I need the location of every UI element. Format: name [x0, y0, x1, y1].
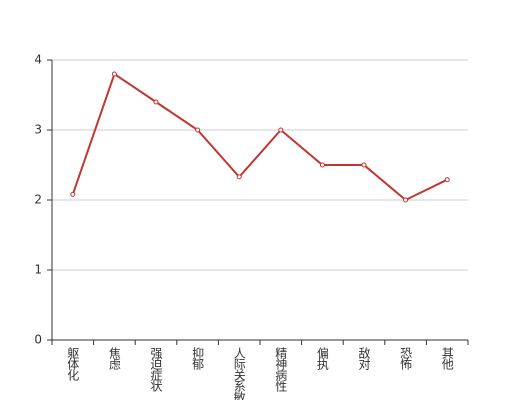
y-tick-label: 3: [34, 123, 42, 137]
x-tick-label: 人际关系敏感: [232, 347, 246, 400]
x-tick-label: 强迫症状: [149, 347, 163, 392]
point: [319, 162, 325, 168]
x-tick-label: 敌对: [357, 346, 371, 370]
point: [403, 197, 409, 203]
x-tick-label: 焦虑: [107, 347, 121, 370]
point: [111, 71, 117, 77]
x-tick-label: 躯体化: [66, 346, 80, 382]
y-tick-label: 4: [34, 53, 42, 67]
x-tick-label: 其他: [440, 347, 454, 370]
point: [278, 127, 284, 133]
y-tick-label: 0: [34, 333, 42, 347]
x-tick-label: 偏执: [315, 346, 329, 371]
point: [153, 99, 159, 105]
x-tick-label: 精神病性: [274, 347, 288, 393]
point: [444, 177, 450, 183]
point: [70, 191, 76, 197]
point: [236, 174, 242, 180]
x-tick-label: 恐怖: [399, 347, 413, 370]
series-line: [71, 72, 448, 202]
point: [195, 127, 201, 133]
x-tick-label: 抑郁: [191, 346, 205, 371]
y-tick-label: 2: [34, 193, 42, 207]
point: [361, 162, 367, 168]
y-tick-label: 1: [34, 263, 42, 277]
